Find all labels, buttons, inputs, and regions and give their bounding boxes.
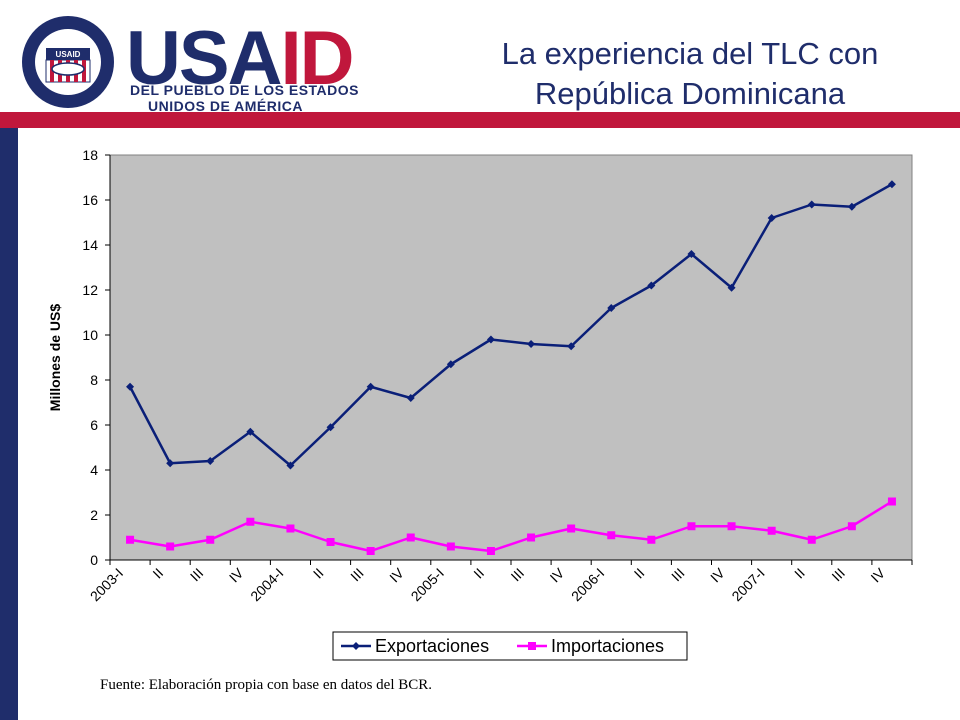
data-point [647, 535, 656, 544]
data-point [607, 304, 616, 312]
data-point [887, 180, 896, 189]
y-axis-label: Millones de US$ [47, 304, 63, 412]
data-point [607, 531, 616, 540]
x-tick-label: IV [226, 564, 247, 585]
data-point [446, 542, 455, 551]
data-point [767, 214, 776, 222]
x-tick-label: III [508, 565, 528, 585]
x-tick-label: II [470, 565, 487, 582]
left-navy-bar [0, 128, 18, 720]
y-tick-label: 14 [82, 237, 98, 253]
data-point [567, 524, 576, 533]
data-point [847, 202, 856, 211]
data-point [286, 524, 295, 533]
data-point [166, 542, 175, 551]
x-tick-label: II [791, 565, 808, 582]
x-tick-label: IV [707, 564, 728, 585]
data-point [126, 535, 135, 544]
y-tick-label: 6 [90, 417, 98, 433]
logo-word-red: ID [280, 16, 354, 101]
y-tick-label: 18 [82, 147, 98, 163]
data-point [486, 547, 495, 555]
y-tick-label: 16 [82, 192, 98, 208]
data-point [807, 535, 816, 544]
data-point [807, 200, 816, 209]
data-point [887, 497, 896, 506]
header-red-band [0, 112, 960, 128]
data-point [366, 382, 375, 391]
data-point [527, 340, 536, 348]
data-point [206, 535, 215, 544]
data-point [446, 360, 455, 369]
data-point [727, 283, 736, 292]
data-point [246, 517, 255, 526]
data-point [847, 522, 856, 531]
x-tick-label: 2005-I [408, 565, 447, 604]
x-tick-label: III [347, 565, 367, 585]
usaid-seal-icon: USAID [20, 14, 116, 115]
data-point [567, 342, 576, 351]
data-point [687, 250, 696, 258]
x-tick-label: III [828, 565, 848, 585]
y-tick-label: 2 [90, 507, 98, 523]
x-tick-label: 2003-I [87, 565, 126, 604]
data-point [647, 281, 656, 290]
data-point [727, 522, 736, 531]
x-tick-label: II [310, 565, 327, 582]
data-point [126, 382, 135, 391]
x-tick-label: 2006-I [568, 565, 607, 604]
page-title-line2: República Dominicana [534, 76, 846, 111]
x-tick-label: II [631, 565, 648, 582]
logo-tagline-line1: DEL PUEBLO DE LOS ESTADOS [130, 82, 360, 98]
series-line-exportaciones [128, 183, 893, 467]
data-point [246, 427, 255, 436]
data-point [286, 461, 295, 470]
legend-label: Importaciones [551, 636, 664, 656]
x-tick-label: 2004-I [247, 565, 286, 604]
data-point [326, 423, 335, 432]
y-tick-label: 10 [82, 327, 98, 343]
logo-tagline-line2: UNIDOS DE AMÉRICA [148, 98, 303, 114]
y-tick-label: 8 [90, 372, 98, 388]
legend-box [332, 631, 688, 661]
x-tick-label: 2007-I [728, 565, 767, 604]
data-point [206, 457, 215, 465]
usaid-logo-tagline: DEL PUEBLO DE LOS ESTADOS UNIDOS DE AMÉR… [130, 82, 359, 114]
svg-text:USAID: USAID [56, 50, 81, 59]
source-note: Fuente: Elaboración propia con base en d… [100, 677, 432, 693]
page-title-line1: La experiencia del TLC con [501, 36, 879, 71]
x-tick-label: IV [386, 564, 407, 585]
legend-label: Exportaciones [375, 636, 489, 656]
page-title: La experiencia del TLC con República Dom… [440, 34, 940, 114]
data-point [366, 547, 375, 555]
usaid-logo-wordmark: USAID [126, 21, 354, 97]
x-tick-label: IV [867, 564, 888, 585]
series-line-importaciones [129, 500, 893, 553]
data-point [166, 459, 175, 468]
logo-word-blue: USA [126, 16, 282, 101]
legend-marker [528, 642, 536, 650]
y-tick-label: 0 [90, 552, 98, 568]
data-point [687, 522, 696, 531]
plot-area [109, 154, 913, 561]
data-point [406, 533, 415, 542]
data-point [527, 533, 536, 542]
y-tick-label: 12 [82, 282, 98, 298]
y-tick-label: 4 [90, 462, 98, 478]
data-point [326, 538, 335, 546]
x-tick-label: II [149, 565, 166, 582]
x-tick-label: III [668, 565, 688, 585]
legend-marker [352, 642, 360, 650]
x-tick-label: III [187, 565, 207, 585]
data-point [486, 335, 495, 344]
data-point [767, 526, 776, 535]
x-tick-label: IV [547, 564, 568, 585]
data-point [406, 394, 415, 402]
